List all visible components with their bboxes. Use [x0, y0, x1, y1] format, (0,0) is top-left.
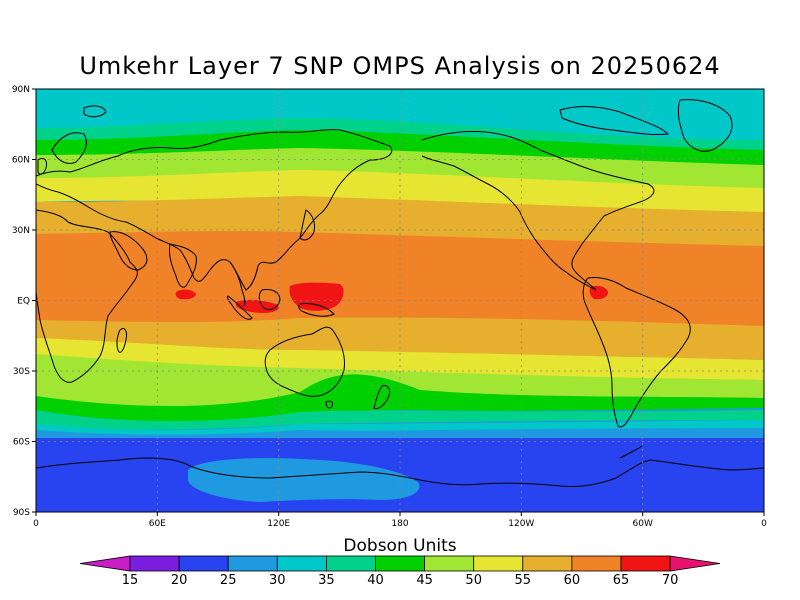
y-label-90n: 90N	[12, 85, 30, 95]
coast-scandinavia	[51, 132, 87, 164]
coast-australia	[264, 326, 345, 397]
y-label-60n: 60N	[12, 156, 30, 166]
y-label-eq: EQ	[17, 297, 30, 307]
colorbar-tick-label: 70	[662, 573, 679, 588]
coast-tasmania	[325, 400, 333, 409]
colorbar-box	[325, 555, 376, 572]
colorbar: 15 20 25 30 35 40 45 50 55 60 65 70	[79, 555, 721, 588]
coast-north-america	[421, 131, 655, 291]
coast-borneo	[258, 289, 281, 311]
colorbar-arrow-high	[669, 555, 721, 572]
coastlines	[36, 99, 764, 487]
colorbar-tick-label: 40	[367, 573, 384, 588]
colorbar-box	[227, 555, 278, 572]
colorbar-tick-label: 15	[122, 573, 139, 588]
coast-madagascar	[116, 327, 127, 353]
antarctic-minimum	[188, 458, 420, 502]
coast-arabia	[109, 231, 148, 271]
coast-sea-peninsula	[229, 261, 246, 307]
x-label-0-end: 0	[761, 519, 767, 529]
x-label-120e: 120E	[267, 519, 290, 529]
y-label-60s: 60S	[13, 438, 30, 448]
colorbar-box	[424, 555, 475, 572]
band-cyan-south	[36, 420, 764, 435]
colorbar-arrow-low	[79, 555, 131, 572]
colorbar-tick-label: 30	[269, 573, 286, 588]
colorbar-box	[276, 555, 327, 572]
coast-new-guinea	[298, 303, 335, 317]
coast-africa	[36, 209, 138, 383]
coast-south-america	[582, 277, 691, 428]
coast-eurasia	[36, 129, 393, 291]
x-label-0: 0	[33, 519, 39, 529]
coast-antarctic-peninsula	[619, 445, 643, 459]
max-region-indian	[175, 289, 196, 300]
band-green-south	[36, 374, 764, 426]
colorbar-tick-label: 45	[416, 573, 433, 588]
coast-antarctica	[36, 457, 764, 487]
colorbar-box	[522, 555, 573, 572]
band-yellow	[36, 170, 764, 218]
colorbar-title: Dobson Units	[343, 536, 457, 556]
y-label-30n: 30N	[12, 226, 30, 236]
coast-japan	[299, 209, 315, 241]
colorbar-tick-label: 65	[613, 573, 630, 588]
colorbar-tick-label: 25	[220, 573, 237, 588]
map-title: Umkehr Layer 7 SNP OMPS Analysis on 2025…	[79, 52, 721, 80]
coast-new-zealand	[373, 385, 391, 409]
colorbar-box	[620, 555, 671, 572]
y-label-90s: 90S	[13, 508, 30, 518]
colorbar-tick-label: 50	[465, 573, 482, 588]
coast-arctic-islands	[559, 105, 670, 135]
colorbar-box	[375, 555, 425, 572]
coast-india	[169, 243, 197, 288]
band-orange	[36, 231, 764, 330]
tick-marks	[32, 88, 765, 516]
x-label-60e: 60E	[149, 519, 166, 529]
colorbar-tick-label: 60	[564, 573, 581, 588]
gridlines	[36, 89, 764, 512]
y-label-30s: 30S	[13, 367, 30, 377]
colorbar-box	[473, 555, 524, 572]
colorbar-tick-label: 55	[515, 573, 532, 588]
y-axis-labels: 90N 60N 30N EQ 30S 60S 90S	[12, 85, 30, 518]
coast-svalbard	[83, 105, 107, 118]
colorbar-box	[129, 555, 180, 572]
colorbar-tick-label: 20	[171, 573, 188, 588]
colorbar-box	[178, 555, 229, 572]
colorbar-tick-label: 35	[318, 573, 335, 588]
colorbar-box	[571, 555, 622, 572]
coast-british-isles	[37, 157, 47, 175]
x-label-60w: 60W	[633, 519, 653, 529]
x-label-180: 180	[391, 519, 408, 529]
band-lightgreen-south	[36, 354, 764, 407]
x-axis-labels: 0 60E 120E 180 120W 60W 0	[33, 519, 767, 529]
x-label-120w: 120W	[508, 519, 534, 529]
coast-greenland	[677, 99, 733, 152]
